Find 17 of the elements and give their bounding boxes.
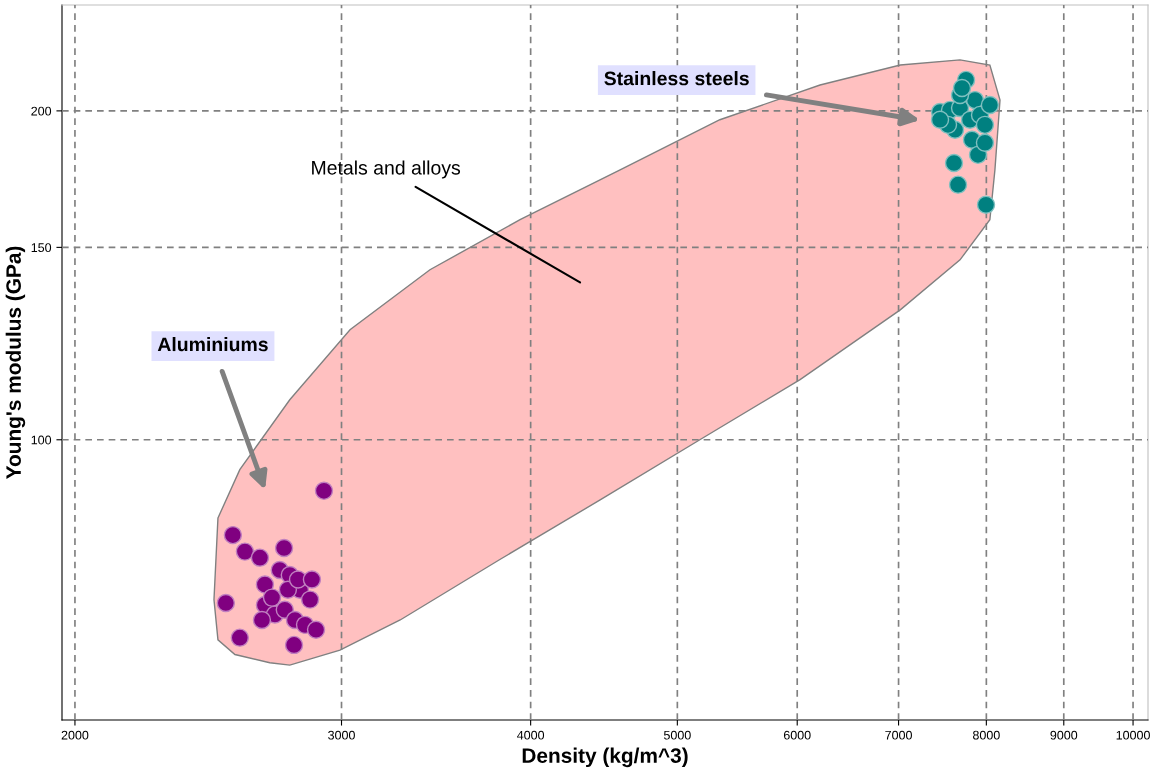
x-tick-label: 2000 — [61, 730, 89, 740]
annotation: Stainless steels — [604, 71, 749, 86]
x-tick-label: 10000 — [1116, 730, 1150, 740]
annotation: Aluminiums — [157, 336, 268, 352]
x-tick-label: 4000 — [517, 730, 545, 740]
x-axis-title: Density (kg/m^3) — [522, 747, 688, 768]
x-tick-label: 5000 — [663, 730, 691, 740]
annotation: Metals and alloys — [312, 160, 461, 179]
x-tick-label: 9000 — [1050, 730, 1078, 740]
y-tick-label: 100 — [31, 435, 52, 445]
y-tick-label: 200 — [31, 106, 52, 116]
x-tick-label: 3000 — [328, 730, 355, 740]
x-tick-label: 6000 — [783, 730, 811, 740]
x-tick-label: 8000 — [972, 730, 1000, 740]
y-axis-title: Young's modulus (GPa) — [5, 246, 26, 480]
y-tick-label: 150 — [31, 243, 52, 253]
x-tick-label: 7000 — [885, 730, 912, 740]
